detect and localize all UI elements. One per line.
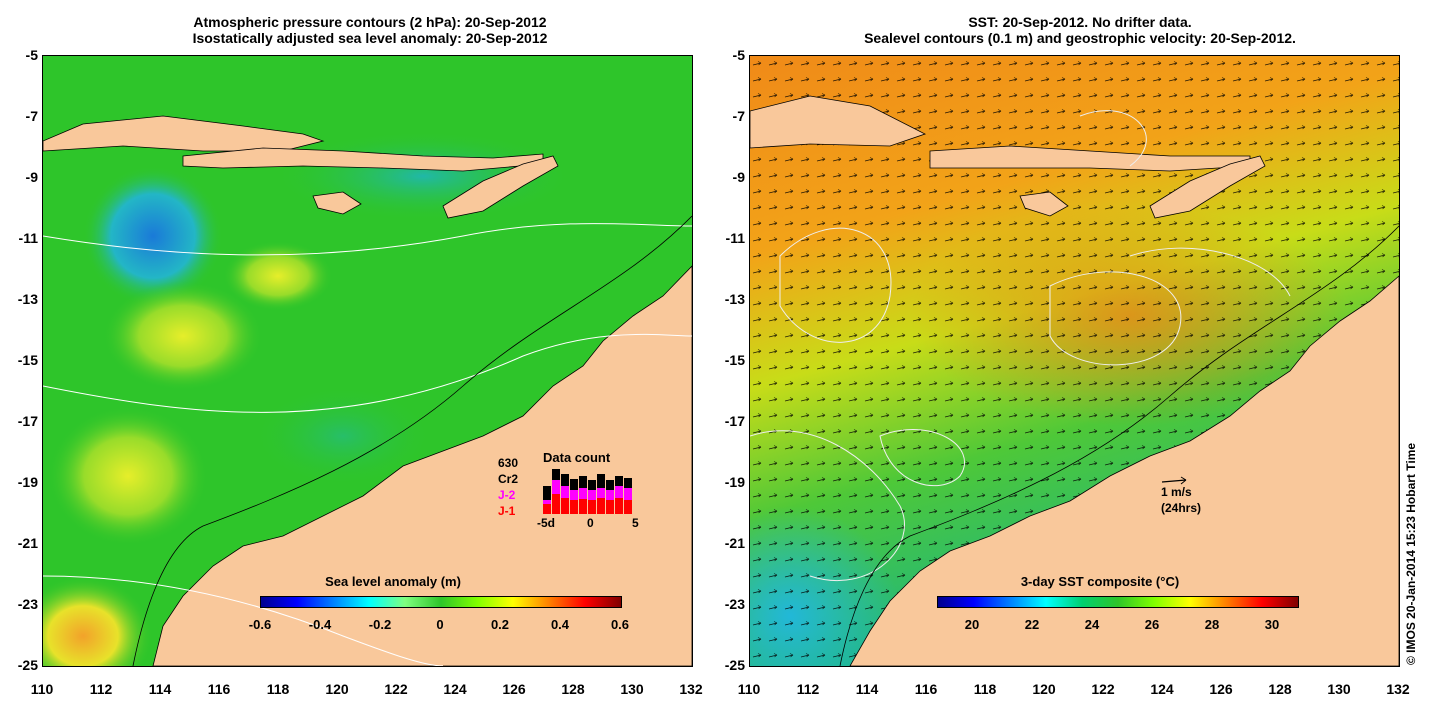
left-title-line2: Isostatically adjusted sea level anomaly… bbox=[192, 30, 548, 46]
right-xtick: 112 bbox=[796, 681, 820, 697]
left-cb-tick-0: -0.6 bbox=[248, 617, 272, 632]
right-colorbar-title: 3-day SST composite (°C) bbox=[1020, 574, 1180, 589]
scale-arrow bbox=[1161, 476, 1187, 485]
data-count-xtick-1: 0 bbox=[587, 516, 594, 530]
left-xtick: 128 bbox=[561, 681, 585, 697]
left-ytick: -13 bbox=[17, 291, 38, 307]
left-panel-title: Atmospheric pressure contours (2 hPa): 2… bbox=[110, 14, 630, 46]
right-xtick: 110 bbox=[737, 681, 761, 697]
left-ytick: -15 bbox=[17, 352, 38, 368]
left-xtick: 122 bbox=[384, 681, 408, 697]
credit-text: © IMOS 20-Jan-2014 15:23 Hobart Time bbox=[1404, 442, 1418, 665]
left-xtick: 132 bbox=[679, 681, 703, 697]
left-cb-tick-6: 0.6 bbox=[610, 617, 630, 632]
right-title-line1: SST: 20-Sep-2012. No drifter data. bbox=[968, 14, 1192, 30]
right-xtick: 114 bbox=[855, 681, 879, 697]
left-land-sumba bbox=[312, 191, 362, 215]
right-ytick: -19 bbox=[724, 474, 745, 490]
left-cb-tick-5: 0.4 bbox=[550, 617, 570, 632]
left-ytick: -17 bbox=[17, 413, 38, 429]
left-ytick: -9 bbox=[25, 169, 38, 185]
credit-wrapper: © IMOS 20-Jan-2014 15:23 Hobart Time bbox=[1402, 395, 1422, 665]
right-xtick: 116 bbox=[914, 681, 938, 697]
data-count-label-cr2: Cr2 bbox=[498, 472, 519, 486]
right-xtick: 120 bbox=[1032, 681, 1056, 697]
left-cb-tick-1: -0.4 bbox=[308, 617, 332, 632]
right-land-australia bbox=[849, 275, 1399, 666]
right-land-java bbox=[750, 95, 927, 149]
right-land-timor bbox=[1149, 155, 1266, 219]
left-xtick: 114 bbox=[148, 681, 172, 697]
data-count-label-j2: J-2 bbox=[498, 488, 516, 502]
left-land-timor bbox=[442, 155, 559, 219]
right-cb-tick-0: 20 bbox=[964, 617, 980, 632]
data-count-title: Data count bbox=[543, 450, 611, 465]
right-xtick: 118 bbox=[973, 681, 997, 697]
data-count-total: 630 bbox=[498, 456, 519, 470]
right-cb-tick-1: 22 bbox=[1024, 617, 1040, 632]
right-ytick: -17 bbox=[724, 413, 745, 429]
left-ytick: -21 bbox=[17, 535, 38, 551]
scale-arrow-sublabel: (24hrs) bbox=[1161, 501, 1202, 515]
right-ytick: -25 bbox=[724, 657, 745, 673]
left-ytick: -11 bbox=[18, 230, 38, 246]
left-ytick: -19 bbox=[17, 474, 38, 490]
right-xtick: 124 bbox=[1150, 681, 1174, 697]
left-ytick: -23 bbox=[17, 596, 38, 612]
left-xtick: 130 bbox=[620, 681, 644, 697]
right-map: 1 m/s (24hrs) 3-day SST composite (°C) 2… bbox=[749, 55, 1400, 667]
left-xtick: 110 bbox=[30, 681, 54, 697]
left-land-java bbox=[43, 115, 325, 152]
left-xtick: 126 bbox=[502, 681, 526, 697]
right-ytick: -11 bbox=[725, 230, 745, 246]
right-panel-title: SST: 20-Sep-2012. No drifter data. Seale… bbox=[770, 14, 1390, 46]
left-title-line1: Atmospheric pressure contours (2 hPa): 2… bbox=[193, 14, 547, 30]
right-cb-tick-4: 28 bbox=[1204, 617, 1220, 632]
left-xtick: 112 bbox=[89, 681, 113, 697]
left-ytick: -5 bbox=[25, 47, 38, 63]
right-title-line2: Sealevel contours (0.1 m) and geostrophi… bbox=[864, 30, 1296, 46]
right-xtick: 126 bbox=[1209, 681, 1233, 697]
left-colorbar-title: Sea level anomaly (m) bbox=[325, 574, 461, 589]
scale-arrow-label: 1 m/s bbox=[1161, 485, 1192, 499]
right-ytick: -5 bbox=[732, 47, 745, 63]
left-xtick: 118 bbox=[266, 681, 290, 697]
right-xtick: 132 bbox=[1386, 681, 1410, 697]
left-ytick: -7 bbox=[25, 108, 38, 124]
right-colorbar bbox=[937, 596, 1299, 608]
data-count-xtick-0: -5d bbox=[537, 516, 555, 530]
right-xtick: 130 bbox=[1327, 681, 1351, 697]
right-cb-tick-3: 26 bbox=[1144, 617, 1160, 632]
data-count-xtick-2: 5 bbox=[632, 516, 639, 530]
right-xtick: 122 bbox=[1091, 681, 1115, 697]
right-ytick: -15 bbox=[724, 352, 745, 368]
right-ytick: -21 bbox=[724, 535, 745, 551]
right-ytick: -13 bbox=[724, 291, 745, 307]
data-count-bars bbox=[543, 469, 632, 514]
left-land-australia bbox=[152, 265, 692, 666]
left-map: Sea level anomaly (m) -0.6 -0.4 -0.2 0 0… bbox=[42, 55, 693, 667]
left-ytick: -25 bbox=[17, 657, 38, 673]
right-ytick: -9 bbox=[732, 169, 745, 185]
left-colorbar bbox=[260, 596, 622, 608]
left-cb-tick-4: 0.2 bbox=[490, 617, 510, 632]
right-xtick: 128 bbox=[1268, 681, 1292, 697]
left-xtick: 120 bbox=[325, 681, 349, 697]
left-xtick: 124 bbox=[443, 681, 467, 697]
left-cb-tick-2: -0.2 bbox=[368, 617, 392, 632]
data-count-label-j1: J-1 bbox=[498, 504, 516, 518]
right-ytick: -7 bbox=[732, 108, 745, 124]
right-ytick: -23 bbox=[724, 596, 745, 612]
right-cb-tick-2: 24 bbox=[1084, 617, 1100, 632]
right-land-sumba bbox=[1019, 191, 1069, 217]
left-xtick: 116 bbox=[207, 681, 231, 697]
right-cb-tick-5: 30 bbox=[1264, 617, 1280, 632]
left-cb-tick-3: 0 bbox=[436, 617, 444, 632]
